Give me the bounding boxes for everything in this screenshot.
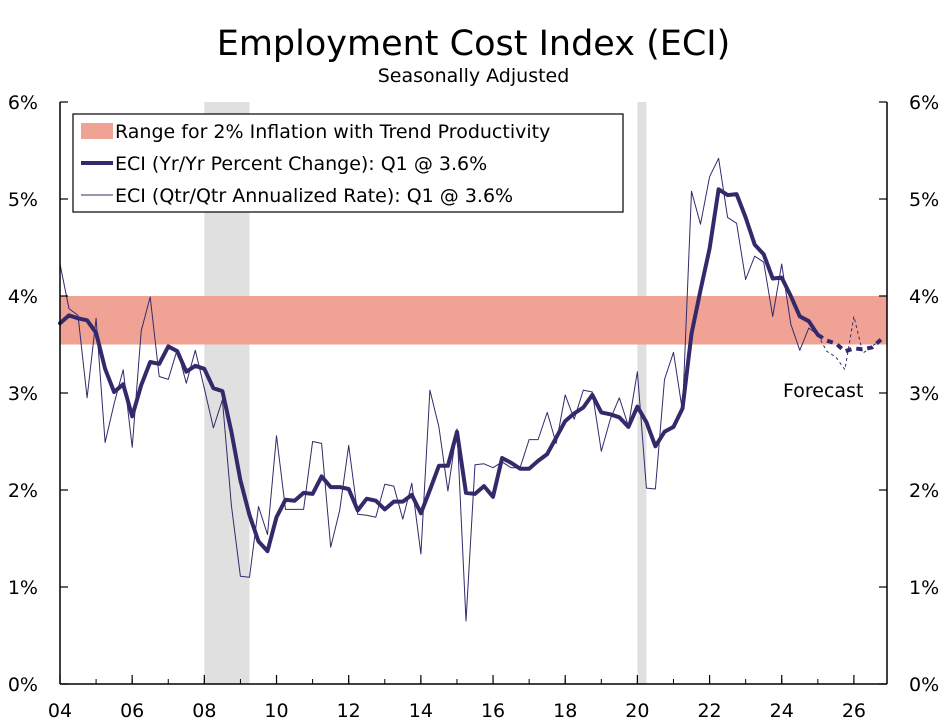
y-tick-label-right: 3%	[909, 383, 939, 405]
y-tick-label-left: 0%	[8, 674, 38, 696]
legend-box	[72, 113, 624, 213]
x-tick-label: 16	[481, 700, 505, 722]
qoq-forecast-line	[817, 316, 882, 371]
y-tick-label-right: 4%	[909, 286, 939, 308]
qoq-series-line	[59, 157, 819, 622]
y-tick-label-right: 6%	[909, 92, 939, 114]
y-tick-label-right: 1%	[909, 577, 939, 599]
forecast-annotation: Forecast	[783, 380, 863, 402]
y-tick-label-left: 1%	[8, 577, 38, 599]
legend-label: ECI (Yr/Yr Percent Change): Q1 @ 3.6%	[115, 153, 487, 175]
x-tick-label: 14	[409, 700, 433, 722]
x-tick-label: 10	[264, 700, 288, 722]
y-tick-label-right: 5%	[909, 189, 939, 211]
legend-label: Range for 2% Inflation with Trend Produc…	[115, 121, 550, 143]
x-tick-label: 20	[625, 700, 649, 722]
inflation-range-band	[60, 296, 887, 345]
x-tick-label: 24	[770, 700, 794, 722]
y-tick-label-left: 6%	[8, 92, 38, 114]
y-tick-label-left: 2%	[8, 480, 38, 502]
yoy-series-line	[58, 187, 820, 554]
x-tick-label: 12	[337, 700, 361, 722]
y-tick-label-left: 5%	[8, 189, 38, 211]
y-tick-label-left: 4%	[8, 286, 38, 308]
y-tick-label-left: 3%	[8, 383, 38, 405]
x-tick-label: 18	[553, 700, 577, 722]
recession-shade-2	[637, 102, 647, 684]
chart-title: Employment Cost Index (ECI)	[216, 24, 731, 64]
x-tick-label: 22	[697, 700, 721, 722]
y-tick-label-right: 0%	[909, 674, 939, 696]
x-tick-label: 04	[48, 700, 72, 722]
y-tick-label-right: 2%	[909, 480, 939, 502]
x-tick-label: 08	[192, 700, 216, 722]
chart-subtitle: Seasonally Adjusted	[377, 65, 570, 87]
x-tick-label: 26	[842, 700, 866, 722]
legend-label: ECI (Qtr/Qtr Annualized Rate): Q1 @ 3.6%	[115, 185, 513, 207]
legend-swatch-band	[81, 123, 113, 139]
x-tick-label: 06	[120, 700, 144, 722]
